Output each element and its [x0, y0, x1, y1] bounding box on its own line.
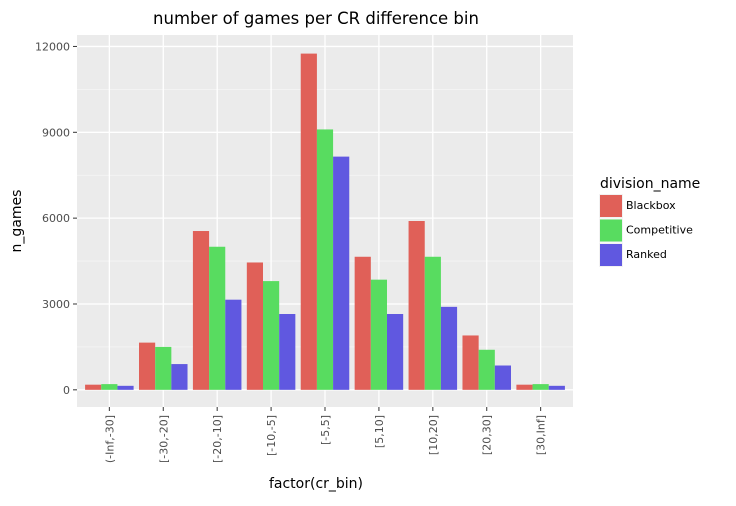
x-tick-label: [10,20]	[427, 415, 440, 455]
y-tick-label: 12000	[35, 40, 70, 53]
bar-competitive-6	[424, 256, 441, 390]
legend-items: Blackbox Competitive Ranked	[599, 194, 693, 267]
legend-item-competitive: Competitive	[599, 218, 693, 243]
legend-label: Blackbox	[626, 199, 676, 212]
bar-ranked-2	[225, 299, 242, 390]
legend-swatch	[600, 244, 622, 266]
bar-competitive-1	[155, 346, 172, 390]
bar-competitive-5	[370, 279, 387, 390]
bar-ranked-3	[279, 314, 296, 390]
bar-ranked-6	[440, 306, 458, 390]
bar-blackbox-6	[408, 221, 425, 390]
bar-blackbox-1	[139, 342, 156, 390]
bar-ranked-1	[171, 364, 188, 390]
x-axis: (-Inf,-30] [-30,-20] [-20,-10] [-10,-5] [-5,…	[103, 407, 548, 463]
bar-ranked-4	[333, 156, 350, 390]
bar-competitive-0	[101, 384, 118, 390]
chart-title: number of games per CR difference bin	[153, 9, 479, 28]
bar-blackbox-2	[192, 231, 210, 390]
legend-swatch	[600, 195, 622, 217]
bar-ranked-8	[548, 385, 565, 390]
bar-blackbox-8	[516, 384, 533, 390]
bar-competitive-7	[478, 349, 495, 390]
x-tick-label: (-Inf,-30]	[103, 415, 116, 463]
y-tick-label: 0	[63, 384, 70, 397]
x-axis-title: factor(cr_bin)	[269, 476, 363, 492]
legend-swatch	[600, 219, 622, 242]
legend-label: Ranked	[626, 248, 667, 261]
bars-layer	[85, 53, 565, 390]
bar-blackbox-0	[85, 384, 102, 390]
bar-competitive-2	[209, 246, 226, 390]
legend-title: division_name	[600, 176, 700, 192]
bar-ranked-0	[117, 385, 134, 390]
x-tick-label: [-20,-10]	[211, 415, 224, 463]
bar-ranked-5	[387, 314, 404, 390]
legend: division_name Blackbox Competitive Ranked	[599, 176, 700, 267]
legend-item-ranked: Ranked	[599, 243, 667, 267]
bar-blackbox-4	[300, 53, 317, 390]
x-tick-label: [20,30]	[481, 415, 494, 455]
bar-competitive-4	[316, 129, 334, 390]
y-axis-title: n_games	[9, 190, 25, 253]
y-tick-label: 9000	[42, 126, 70, 139]
bar-competitive-8	[532, 384, 549, 390]
bar-blackbox-3	[246, 262, 263, 390]
x-tick-label: [-30,-20]	[157, 415, 170, 463]
bar-blackbox-5	[354, 256, 371, 390]
bar-blackbox-7	[462, 335, 479, 390]
x-tick-label: [5,10]	[373, 415, 386, 448]
y-tick-label: 3000	[42, 298, 70, 311]
bar-ranked-7	[494, 365, 511, 390]
y-axis: 0 3000 6000 9000 12000	[35, 40, 77, 397]
bar-competitive-3	[263, 281, 280, 390]
y-tick-label: 6000	[42, 212, 70, 225]
legend-label: Competitive	[626, 224, 693, 237]
legend-item-blackbox: Blackbox	[599, 194, 676, 218]
x-tick-label: [30,Inf]	[535, 415, 548, 455]
x-tick-label: [-5,5]	[319, 415, 332, 445]
x-tick-label: [-10,-5]	[265, 415, 278, 456]
